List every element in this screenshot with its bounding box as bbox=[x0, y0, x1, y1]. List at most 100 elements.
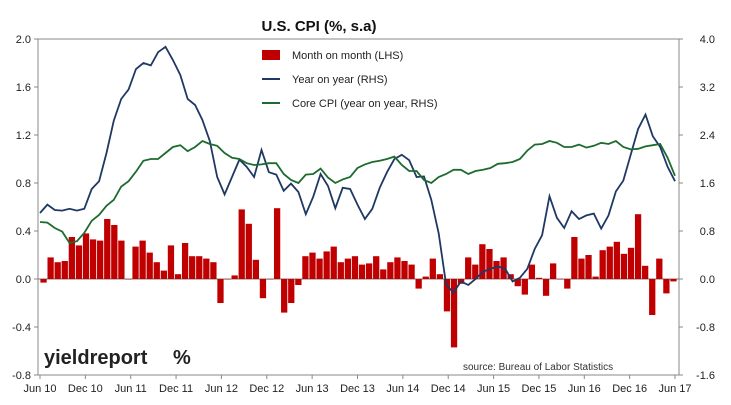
line-core bbox=[39, 139, 676, 245]
left-tick-label: 0.0 bbox=[16, 274, 31, 286]
right-tick-label: 1.6 bbox=[700, 178, 715, 190]
right-tick-label: -1.6 bbox=[696, 370, 715, 382]
right-tick-label: 4.0 bbox=[700, 34, 715, 46]
bar bbox=[663, 279, 670, 294]
bar bbox=[528, 264, 536, 279]
x-tick-label: Jun 11 bbox=[115, 383, 147, 395]
x-tick-label: Dec 11 bbox=[159, 383, 193, 395]
left-tick-label: 0.4 bbox=[16, 226, 31, 238]
bar bbox=[139, 240, 146, 279]
x-tick-label: Jun 13 bbox=[296, 383, 329, 395]
x-tick-label: Dec 10 bbox=[68, 383, 103, 395]
bar bbox=[387, 262, 394, 279]
chart-title: U.S. CPI (%, s.a) bbox=[261, 18, 376, 35]
bar bbox=[118, 240, 125, 279]
bar bbox=[408, 264, 415, 279]
bar bbox=[627, 247, 635, 279]
bar bbox=[68, 237, 75, 279]
bar bbox=[217, 279, 224, 303]
bar bbox=[620, 253, 628, 279]
bar bbox=[281, 279, 288, 313]
bar bbox=[316, 258, 323, 279]
bar bbox=[542, 279, 550, 296]
x-tick-label: Dec 16 bbox=[612, 383, 647, 395]
left-tick-label: 1.2 bbox=[16, 130, 31, 142]
bar bbox=[167, 245, 175, 279]
right-tick-label: -0.8 bbox=[696, 322, 715, 334]
legend-swatch-bar bbox=[262, 50, 280, 60]
bar bbox=[160, 270, 167, 279]
legend-label-yoy: Year on year (RHS) bbox=[292, 74, 388, 86]
bar bbox=[557, 279, 564, 280]
legend-label-bar: Month on month (LHS) bbox=[292, 50, 403, 62]
bar bbox=[394, 257, 401, 279]
logo-text: yieldreport bbox=[44, 347, 148, 369]
bar bbox=[288, 279, 295, 303]
plot-frame bbox=[37, 38, 680, 376]
bar bbox=[465, 257, 472, 279]
bar bbox=[634, 214, 642, 279]
bar bbox=[295, 279, 302, 285]
bar bbox=[75, 245, 83, 279]
left-tick-label: 0.8 bbox=[16, 178, 31, 190]
right-tick-label: 2.4 bbox=[700, 130, 715, 142]
bar bbox=[47, 257, 54, 279]
bar bbox=[351, 256, 359, 279]
bar bbox=[606, 246, 613, 279]
bar bbox=[592, 276, 599, 279]
x-tick-label: Jun 10 bbox=[23, 383, 56, 395]
bar bbox=[259, 279, 267, 299]
bar bbox=[578, 258, 585, 279]
left-tick-label: 1.6 bbox=[16, 82, 31, 94]
bar bbox=[302, 256, 309, 279]
bar bbox=[443, 279, 451, 312]
bar bbox=[125, 279, 132, 280]
source-note: source: Bureau of Labor Statistics bbox=[463, 362, 613, 373]
bar bbox=[245, 223, 252, 279]
bar bbox=[493, 261, 500, 279]
bar bbox=[153, 262, 160, 279]
bar bbox=[224, 279, 231, 280]
bar bbox=[642, 265, 649, 279]
x-tick-label: Jun 12 bbox=[205, 383, 238, 395]
bar bbox=[564, 279, 571, 289]
bar bbox=[146, 252, 153, 279]
left-tick-label: 2.0 bbox=[16, 34, 31, 46]
bar bbox=[535, 277, 543, 279]
bar bbox=[309, 252, 316, 279]
bar bbox=[132, 246, 139, 279]
bar bbox=[82, 233, 90, 279]
left-tick-label: -0.8 bbox=[12, 370, 31, 382]
x-tick-label: Dec 12 bbox=[249, 383, 284, 395]
x-tick-label: Jun 17 bbox=[658, 383, 691, 395]
bar bbox=[89, 239, 97, 279]
right-axis-ticks: 4.0 3.2 2.4 1.6 0.8 0.0 -0.8 -1.6 bbox=[679, 34, 715, 382]
x-tick-label: Jun 15 bbox=[477, 383, 510, 395]
bar bbox=[181, 243, 189, 279]
x-tick-label: Jun 16 bbox=[568, 383, 601, 395]
left-tick-label: -0.4 bbox=[12, 322, 31, 334]
x-tick-label: Dec 13 bbox=[340, 383, 375, 395]
legend: Month on month (LHS) Year on year (RHS) … bbox=[262, 50, 438, 110]
bar bbox=[337, 262, 344, 279]
bar bbox=[599, 250, 606, 279]
bar bbox=[252, 259, 260, 279]
bar bbox=[104, 219, 111, 279]
legend-label-core: Core CPI (year on year, RHS) bbox=[292, 98, 438, 110]
bar bbox=[450, 279, 458, 348]
bar bbox=[479, 244, 486, 279]
bar bbox=[514, 279, 521, 287]
right-tick-label: 0.8 bbox=[700, 226, 715, 238]
bar bbox=[196, 256, 203, 279]
bar bbox=[238, 209, 245, 279]
bar bbox=[365, 263, 373, 279]
bar bbox=[401, 261, 408, 279]
left-axis-ticks: 2.0 1.6 1.2 0.8 0.4 0.0 -0.4 -0.8 bbox=[12, 34, 38, 382]
line-yoy bbox=[39, 45, 676, 295]
bar bbox=[550, 263, 557, 279]
bar bbox=[174, 274, 182, 279]
bar bbox=[472, 264, 479, 279]
bar bbox=[429, 258, 436, 279]
